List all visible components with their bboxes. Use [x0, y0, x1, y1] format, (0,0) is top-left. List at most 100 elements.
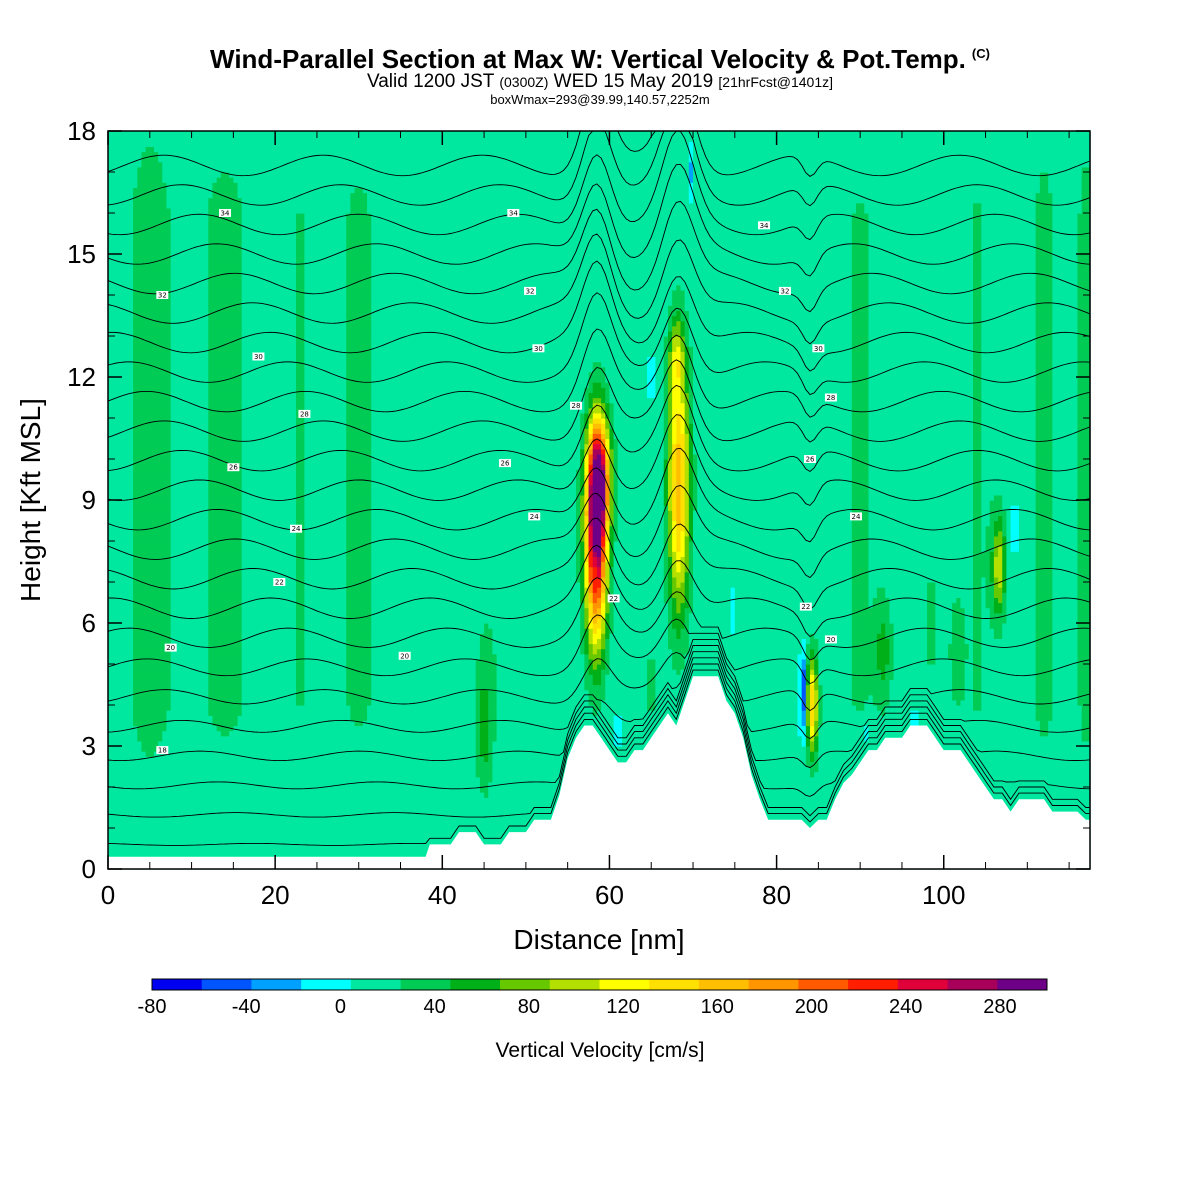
velocity-cell [137, 510, 142, 516]
velocity-cell [133, 321, 138, 327]
velocity-cell [129, 208, 134, 214]
velocity-cell [121, 203, 126, 209]
velocity-cell [137, 633, 142, 639]
velocity-cell [112, 408, 117, 414]
velocity-cell [146, 392, 151, 398]
velocity-cell [137, 695, 142, 701]
velocity-cell [112, 813, 117, 819]
velocity-cell [133, 244, 138, 250]
velocity-cell [129, 618, 134, 624]
velocity-cell [125, 731, 130, 737]
velocity-cell [121, 485, 126, 491]
velocity-cell [129, 239, 134, 245]
velocity-cell [112, 254, 117, 260]
velocity-cell [129, 444, 134, 450]
velocity-cell [112, 131, 117, 137]
velocity-cell [116, 649, 121, 655]
velocity-cell [112, 264, 117, 270]
velocity-cell [121, 480, 126, 486]
velocity-cell [146, 741, 151, 747]
velocity-cell [141, 777, 146, 783]
velocity-cell [125, 418, 130, 424]
velocity-cell [129, 326, 134, 332]
velocity-cell [116, 849, 121, 855]
velocity-cell [137, 428, 142, 434]
velocity-cell [125, 275, 130, 281]
velocity-cell [112, 772, 117, 778]
velocity-cell [121, 357, 126, 363]
velocity-cell [112, 818, 117, 824]
velocity-cell [129, 182, 134, 188]
velocity-cell [121, 239, 126, 245]
velocity-cell [141, 587, 146, 593]
velocity-cell [146, 536, 151, 542]
velocity-cell [116, 782, 121, 788]
velocity-cell [137, 541, 142, 547]
velocity-cell [121, 669, 126, 675]
velocity-cell [116, 269, 121, 275]
velocity-cell [141, 392, 146, 398]
velocity-cell [133, 239, 138, 245]
velocity-cell [116, 700, 121, 706]
velocity-cell [133, 341, 138, 347]
velocity-cell [116, 567, 121, 573]
velocity-cell [133, 485, 138, 491]
velocity-cell [141, 131, 146, 137]
velocity-cell [129, 828, 134, 834]
velocity-cell [133, 177, 138, 183]
velocity-cell [112, 193, 117, 199]
velocity-cell [121, 300, 126, 306]
velocity-cell [129, 269, 134, 275]
velocity-cell [137, 403, 142, 409]
velocity-cell [137, 198, 142, 204]
velocity-cell [133, 136, 138, 142]
velocity-cell [129, 418, 134, 424]
velocity-cell [125, 500, 130, 506]
velocity-cell [146, 357, 151, 363]
velocity-cell [137, 152, 142, 158]
velocity-cell [116, 746, 121, 752]
velocity-cell [141, 849, 146, 855]
velocity-cell [116, 444, 121, 450]
velocity-cell [133, 715, 138, 721]
velocity-cell [133, 167, 138, 173]
velocity-cell [125, 818, 130, 824]
velocity-cell [137, 700, 142, 706]
velocity-cell [112, 669, 117, 675]
velocity-cell [141, 674, 146, 680]
velocity-cell [141, 218, 146, 224]
velocity-cell [146, 275, 151, 281]
velocity-cell [112, 485, 117, 491]
velocity-cell [141, 295, 146, 301]
velocity-cell [137, 208, 142, 214]
velocity-cell [116, 587, 121, 593]
velocity-cell [112, 182, 117, 188]
velocity-cell [141, 700, 146, 706]
velocity-cell [133, 269, 138, 275]
velocity-cell [146, 613, 151, 619]
velocity-cell [146, 331, 151, 337]
velocity-cell [146, 521, 151, 527]
velocity-cell [116, 439, 121, 445]
velocity-cell [141, 382, 146, 388]
velocity-cell [116, 152, 121, 158]
velocity-cell [137, 254, 142, 260]
velocity-cell [125, 193, 130, 199]
velocity-cell [146, 249, 151, 255]
velocity-cell [125, 413, 130, 419]
velocity-cell [121, 321, 126, 327]
velocity-cell [121, 146, 126, 152]
velocity-cell [146, 649, 151, 655]
velocity-cell [121, 403, 126, 409]
velocity-cell [146, 710, 151, 716]
velocity-cell [129, 649, 134, 655]
velocity-cell [129, 254, 134, 260]
velocity-cell [129, 305, 134, 311]
velocity-cell [137, 444, 142, 450]
velocity-cell [116, 316, 121, 322]
velocity-cell [112, 582, 117, 588]
velocity-cell [121, 152, 126, 158]
velocity-cell [129, 572, 134, 578]
velocity-cell [129, 367, 134, 373]
velocity-cell [112, 679, 117, 685]
